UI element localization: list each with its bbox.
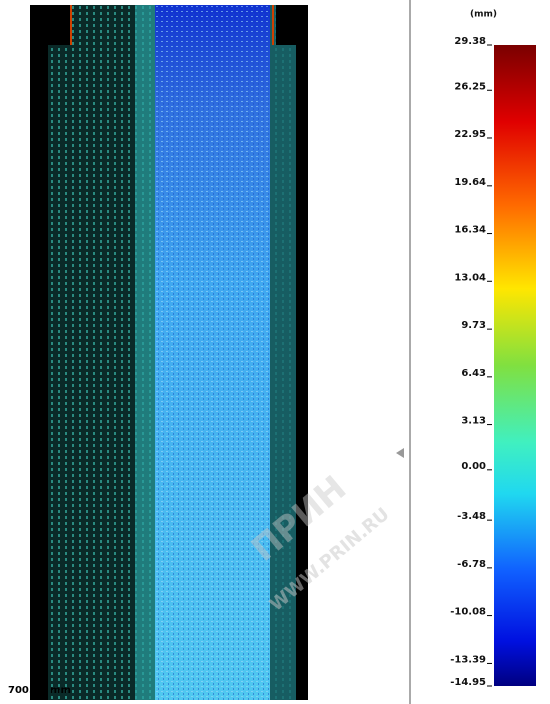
color-bar [494,45,536,686]
tick-label: 22.95 [454,129,486,140]
tick-label: 0.00 [461,461,486,472]
tick-label: 19.64 [454,177,486,188]
tick-label: -10.08 [450,607,486,618]
tick-label: 9.73 [461,320,486,331]
tick-label: 6.43 [461,368,486,379]
tick-label: 26.25 [454,81,486,92]
unit-label: (mm) [470,10,497,20]
tick-label: -6.78 [457,559,486,570]
scale-label: 700.00 mm [8,685,71,696]
tick-label: 29.38 [454,36,486,47]
tick-label: -14.95 [450,677,486,688]
screen: 700.00 mm ПРИН WWW.PRIN.RU (mm) 29.3826.… [0,0,550,704]
tick-label: -3.48 [457,511,486,522]
scan-image [30,5,308,700]
tick-label: 3.13 [461,416,486,427]
splitter-arrow [396,448,404,458]
tick-label: 16.34 [454,225,486,236]
tick-label: 13.04 [454,272,486,283]
tick-label: -13.39 [450,654,486,665]
